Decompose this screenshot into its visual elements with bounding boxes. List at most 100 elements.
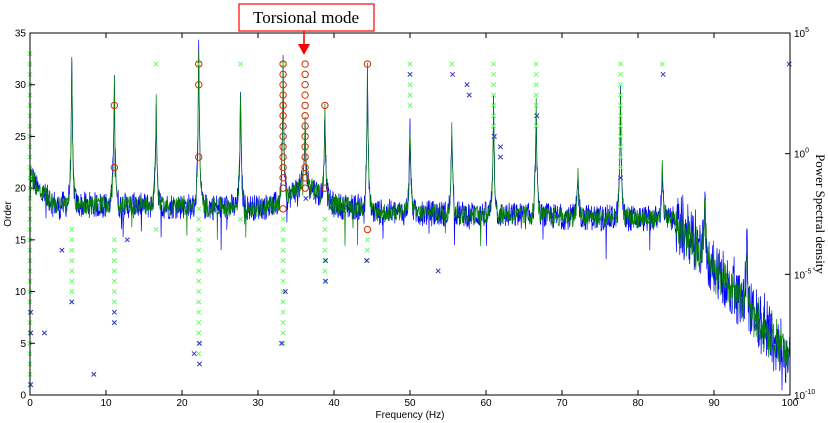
blue-x-marker [69, 299, 75, 305]
circle-marker [363, 60, 372, 68]
green-x-marker [659, 61, 665, 67]
green-x-marker [533, 61, 539, 67]
circle-marker [279, 205, 287, 213]
green-x-marker [196, 247, 202, 253]
blue-x-marker [196, 361, 203, 367]
green-x-marker [322, 216, 328, 222]
circle-marker [279, 122, 287, 130]
circle-marker [279, 101, 287, 110]
circle-marker [301, 101, 309, 110]
blue-x-marker [28, 309, 34, 315]
blue-x-marker [91, 371, 97, 377]
green-x-marker [322, 226, 328, 233]
green-x-marker [617, 133, 624, 139]
green-x-marker [617, 113, 624, 119]
green-x-marker [111, 299, 117, 305]
blue-x-marker [364, 257, 370, 264]
circle-marker [301, 143, 309, 151]
x-tick-label: 0 [27, 398, 33, 409]
green-x-marker [407, 82, 413, 88]
circle-marker [279, 112, 287, 120]
green-x-marker [280, 320, 286, 326]
blue-x-marker [786, 61, 792, 67]
green-x-marker [196, 257, 202, 264]
circle-marker [279, 163, 287, 172]
green-x-marker [111, 237, 117, 243]
green-x-marker [407, 92, 413, 98]
blue-x-marker [323, 278, 329, 284]
blue-x-marker [435, 268, 441, 274]
green-x-marker [491, 113, 497, 119]
green-x-marker [237, 216, 244, 222]
green-x-marker [491, 92, 497, 98]
blue-x-marker [534, 113, 540, 119]
y2-tick-label: 100 [794, 148, 809, 161]
blue-x-marker [191, 351, 197, 357]
blue-x-marker [282, 289, 288, 295]
blue-x-marker [59, 247, 65, 253]
circle-marker [301, 112, 309, 120]
green-x-marker [280, 226, 286, 233]
x-tick-label: 70 [556, 398, 568, 409]
circle-marker [279, 143, 287, 151]
green-x-marker [69, 289, 75, 295]
green-x-marker [322, 247, 328, 253]
x-tick-label: 30 [252, 398, 264, 409]
blue-x-marker [491, 133, 497, 139]
y2-tick-label: 10-5 [794, 268, 811, 281]
green-x-marker [364, 257, 370, 264]
green-x-marker [280, 278, 286, 284]
green-x-marker [196, 61, 202, 67]
green-x-marker [153, 226, 159, 233]
blue-x-marker [497, 154, 503, 160]
green-x-marker [196, 237, 202, 243]
green-x-marker [280, 247, 286, 253]
order-circle-markers [110, 60, 372, 234]
blue-x-marker [28, 382, 34, 388]
green-x-marker [364, 237, 370, 243]
blue-x-marker [111, 320, 117, 326]
green-x-marker [111, 257, 117, 264]
circle-marker [279, 70, 287, 79]
y2-tick-label: 105 [794, 27, 809, 40]
green-x-marker [533, 113, 539, 119]
y-tick-label: 25 [15, 132, 27, 143]
green-x-marker [533, 82, 539, 88]
circle-marker [321, 184, 329, 192]
circle-marker [321, 101, 329, 110]
green-x-marker [280, 268, 286, 274]
y-tick-label: 15 [15, 235, 27, 246]
blue-x-marker [466, 92, 472, 98]
green-x-marker [196, 340, 202, 346]
blue-x-marker [407, 71, 413, 77]
annotation-arrow-head [298, 44, 310, 55]
green-x-marker [491, 82, 497, 88]
green-x-marker [196, 299, 202, 305]
green-x-marker [407, 61, 413, 67]
green-x-marker [449, 61, 455, 67]
x-tick-label: 50 [404, 398, 416, 409]
circle-marker [301, 70, 309, 79]
green-x-marker [196, 330, 202, 336]
y2-axis-title: Power Spectral density [813, 154, 828, 274]
annotation-label: Torsional mode [253, 8, 359, 27]
blue-x-marker [28, 330, 34, 336]
green-x-marker [280, 216, 286, 222]
circle-marker [195, 81, 203, 89]
blue-x-marker [323, 257, 329, 264]
y2-tick-label: 10-10 [794, 389, 815, 402]
circle-marker [279, 81, 287, 89]
green-x-marker [322, 257, 328, 264]
plot-background [30, 33, 790, 395]
green-x-marker [322, 237, 328, 243]
green-x-marker [69, 278, 75, 284]
green-x-marker [280, 330, 286, 336]
green-x-marker [322, 278, 328, 284]
green-x-marker [111, 278, 117, 284]
y-tick-label: 0 [20, 391, 26, 402]
blue-x-marker [124, 237, 130, 243]
blue-x-marker [617, 175, 624, 181]
green-x-marker [617, 102, 624, 108]
x-tick-label: 80 [632, 398, 644, 409]
